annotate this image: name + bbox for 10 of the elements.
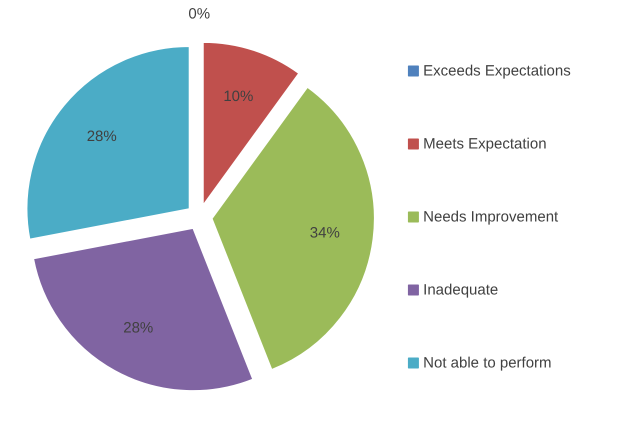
data-label: 10% — [223, 88, 254, 106]
data-label: 34% — [310, 224, 340, 242]
data-label: 28% — [123, 319, 154, 336]
legend-label: Needs Improvement — [423, 208, 560, 226]
legend-label: Not able to perform — [423, 354, 552, 372]
legend-label: Exceeds Expectations — [423, 62, 571, 80]
data-label: 28% — [86, 128, 117, 145]
text: 0% — [188, 6, 210, 23]
legend-label: Inadequate — [423, 281, 498, 298]
legend-label: Meets Expectation — [423, 136, 547, 153]
